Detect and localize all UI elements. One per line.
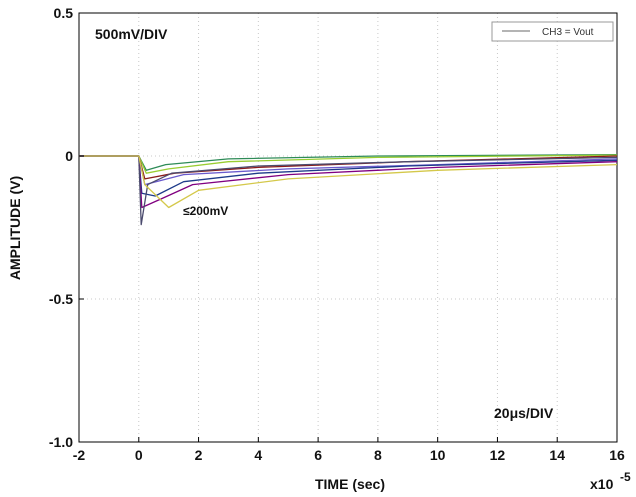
- x-tick-label: 0: [135, 447, 143, 463]
- series-layer: [79, 153, 618, 226]
- legend-box: [491, 21, 614, 42]
- x-tick-label: 8: [374, 447, 382, 463]
- step-label: ≤200mV: [183, 204, 228, 218]
- y-axis-label: AMPLITUDE (V): [7, 176, 23, 280]
- horizontal-scale-label: 20μs/DIV: [494, 405, 554, 421]
- series-line-8: [79, 155, 618, 209]
- legend: CH3 = Vout: [491, 21, 614, 42]
- x-multiplier: x10: [590, 476, 614, 492]
- plot-frame: [78, 12, 618, 443]
- legend-entry: CH3 = Vout: [542, 27, 594, 38]
- y-tick-label: 0.5: [54, 5, 74, 21]
- ticks: -2 0 2 4 6 8 10 12 14 16 0.5 0 -0.5 -1.0: [49, 5, 625, 463]
- x-tick-label: 10: [430, 447, 446, 463]
- x-tick-label: 12: [490, 447, 506, 463]
- y-tick-label: -0.5: [49, 291, 73, 307]
- x-tick-label: -2: [73, 447, 86, 463]
- x-axis-label: TIME (sec): [315, 476, 385, 492]
- plot-area: [79, 13, 617, 442]
- vertical-scale-label: 500mV/DIV: [95, 26, 168, 42]
- series-line-7: [79, 155, 618, 226]
- x-tick-label: 4: [254, 447, 262, 463]
- x-tick-label: 6: [314, 447, 322, 463]
- y-tick-label: -1.0: [49, 434, 73, 450]
- x-tick-label: 14: [549, 447, 565, 463]
- x-multiplier-exponent: -5: [620, 470, 631, 484]
- x-tick-label: 2: [195, 447, 203, 463]
- x-tick-label: 16: [609, 447, 625, 463]
- y-tick-label: 0: [65, 148, 73, 164]
